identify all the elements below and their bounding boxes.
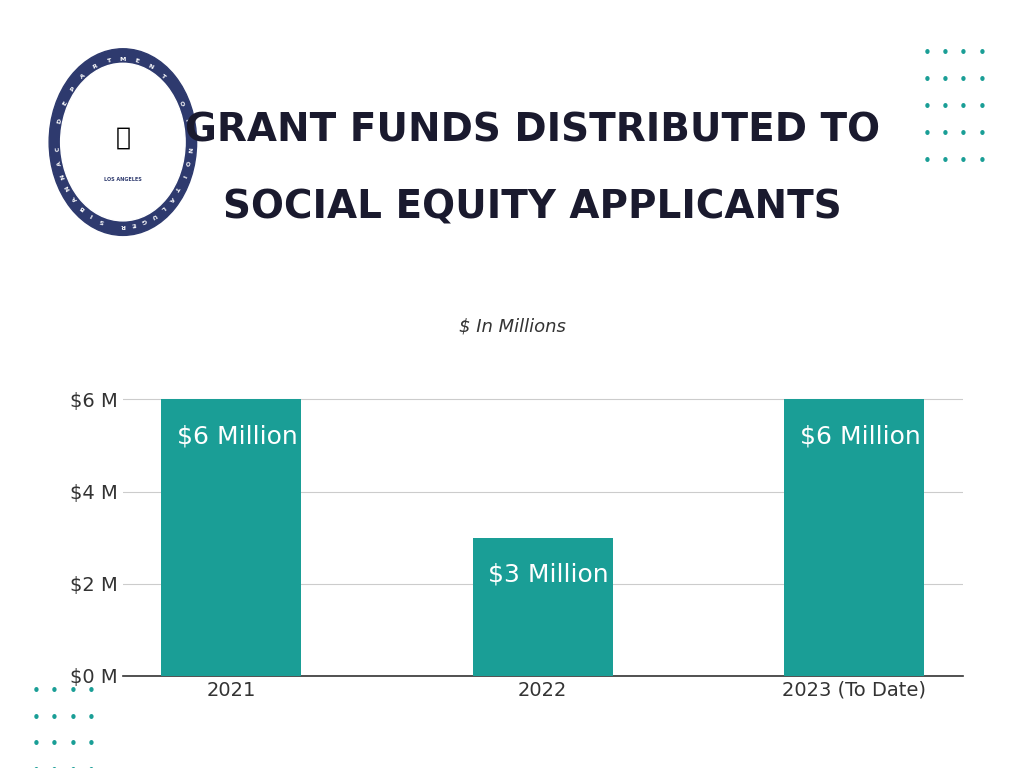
Text: CITY OF: CITY OF	[113, 94, 133, 99]
Text: •: •	[50, 684, 58, 699]
Text: D: D	[56, 118, 62, 124]
Text: •: •	[959, 73, 968, 88]
Text: P: P	[70, 85, 76, 92]
Text: •: •	[923, 127, 931, 142]
Text: N: N	[185, 147, 190, 152]
Text: N: N	[59, 172, 67, 179]
Text: •: •	[32, 710, 40, 726]
Text: •: •	[959, 127, 968, 142]
Text: M: M	[120, 57, 126, 61]
Text: •: •	[978, 100, 986, 115]
Text: F: F	[183, 118, 189, 124]
Text: •: •	[978, 127, 986, 142]
Text: •: •	[941, 46, 949, 61]
Bar	[473, 538, 612, 676]
Text: •: •	[50, 710, 58, 726]
Text: I: I	[89, 212, 94, 218]
Text: T: T	[160, 73, 166, 80]
Text: I: I	[180, 174, 185, 177]
Text: •: •	[32, 764, 40, 768]
Bar	[161, 399, 301, 676]
Text: T: T	[106, 58, 112, 64]
Text: •: •	[69, 710, 77, 726]
Text: L: L	[160, 204, 166, 211]
Text: B: B	[79, 204, 86, 211]
Text: •: •	[959, 154, 968, 169]
Text: •: •	[923, 154, 931, 169]
Text: $ In Millions: $ In Millions	[459, 317, 565, 336]
Text: •: •	[87, 684, 95, 699]
Text: E: E	[134, 58, 139, 64]
Text: A: A	[80, 73, 86, 80]
Text: •: •	[959, 100, 968, 115]
Text: •: •	[69, 764, 77, 768]
Text: •: •	[69, 737, 77, 753]
Circle shape	[60, 63, 185, 221]
Text: O: O	[183, 160, 189, 166]
Text: C: C	[55, 147, 60, 152]
Text: •: •	[923, 73, 931, 88]
Text: LOS ANGELES: LOS ANGELES	[104, 177, 141, 182]
Text: •: •	[941, 100, 949, 115]
Text: •: •	[32, 737, 40, 753]
Text: •: •	[32, 684, 40, 699]
Text: A: A	[72, 195, 78, 202]
Text: R: R	[92, 64, 98, 70]
Text: •: •	[50, 764, 58, 768]
Text: U: U	[151, 212, 158, 219]
Text: •: •	[87, 764, 95, 768]
Text: $3 Million: $3 Million	[488, 563, 609, 587]
Text: •: •	[923, 46, 931, 61]
Text: N: N	[147, 64, 154, 71]
Text: A: A	[168, 195, 174, 202]
Text: SOCIAL EQUITY APPLICANTS: SOCIAL EQUITY APPLICANTS	[223, 188, 842, 227]
Text: •: •	[923, 100, 931, 115]
Text: G: G	[141, 217, 147, 223]
Text: •: •	[69, 684, 77, 699]
Text: E: E	[131, 221, 136, 227]
Text: •: •	[978, 154, 986, 169]
Text: S: S	[98, 217, 104, 223]
Text: A: A	[56, 160, 62, 166]
Bar	[784, 399, 925, 676]
Text: •: •	[50, 737, 58, 753]
Circle shape	[49, 48, 197, 235]
Text: $6 Million: $6 Million	[176, 425, 297, 449]
Text: •: •	[978, 46, 986, 61]
Text: •: •	[87, 710, 95, 726]
Text: 🌿: 🌿	[116, 126, 130, 150]
Text: O: O	[177, 101, 184, 108]
Text: E: E	[61, 101, 68, 107]
Text: $6 Million: $6 Million	[800, 425, 921, 449]
Text: •: •	[941, 127, 949, 142]
Text: GRANT FUNDS DISTRIBUTED TO: GRANT FUNDS DISTRIBUTED TO	[185, 111, 880, 150]
Text: •: •	[941, 73, 949, 88]
Text: •: •	[978, 73, 986, 88]
Text: R: R	[121, 223, 125, 227]
Text: N: N	[65, 184, 72, 191]
Text: •: •	[959, 46, 968, 61]
Text: •: •	[87, 737, 95, 753]
Text: T: T	[174, 184, 181, 190]
Text: •: •	[941, 154, 949, 169]
